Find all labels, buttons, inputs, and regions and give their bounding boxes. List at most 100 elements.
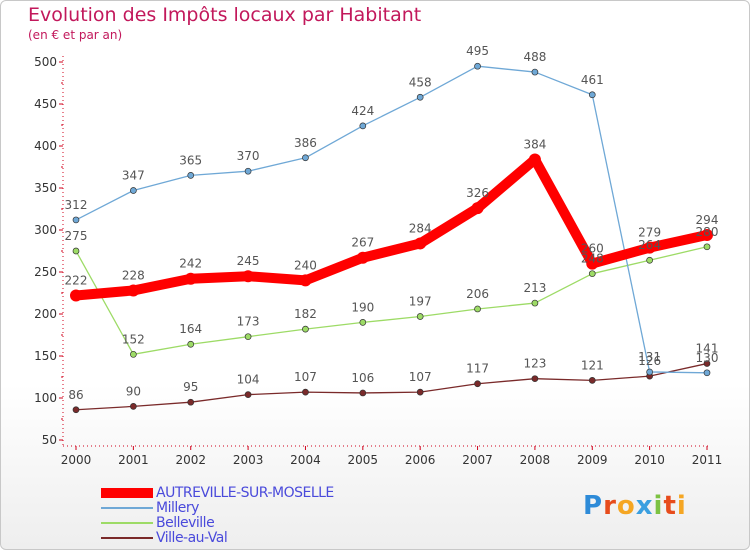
data-point-autreville-sur-moselle [356, 251, 369, 264]
logo-letter: t [663, 491, 677, 521]
legend-item: Ville-au-Val [101, 530, 361, 546]
data-label-millery: 131 [638, 350, 661, 364]
data-label-belleville: 190 [351, 300, 374, 314]
proxiti-logo: Proxiti [583, 491, 687, 521]
data-point-belleville [703, 243, 711, 251]
data-point-millery [359, 122, 367, 130]
y-tick-label: 50 [42, 433, 57, 447]
data-point-ville-au-val [531, 375, 539, 383]
data-point-ville-au-val [130, 403, 137, 410]
data-point-autreville-sur-moselle [299, 274, 312, 287]
x-tick-label: 2006 [405, 453, 436, 467]
data-point-autreville-sur-moselle [471, 202, 484, 215]
data-label-autreville-sur-moselle: 284 [409, 221, 432, 235]
legend-label: Belleville [156, 515, 215, 531]
data-point-belleville [416, 313, 424, 320]
data-label-belleville: 206 [466, 287, 489, 301]
legend-swatch [101, 507, 153, 509]
data-point-autreville-sur-moselle [242, 270, 255, 283]
data-point-ville-au-val [416, 388, 424, 396]
y-tick-label: 250 [34, 265, 57, 279]
data-label-autreville-sur-moselle: 279 [638, 226, 661, 240]
legend-label: Ville-au-Val [156, 530, 228, 546]
data-label-ville-au-val: 123 [523, 357, 546, 371]
data-point-millery [703, 369, 711, 377]
data-point-millery [474, 62, 481, 70]
x-tick-label: 2000 [61, 453, 92, 467]
data-point-belleville [244, 333, 252, 341]
data-label-ville-au-val: 141 [696, 342, 719, 356]
data-point-belleville [302, 325, 309, 333]
data-label-ville-au-val: 126 [638, 354, 661, 368]
data-label-belleville: 280 [696, 225, 719, 239]
logo-letter: P [583, 491, 604, 521]
data-point-ville-au-val [588, 377, 596, 384]
data-point-ville-au-val [359, 389, 367, 397]
data-label-autreville-sur-moselle: 242 [179, 257, 202, 271]
data-point-belleville [130, 350, 137, 358]
data-label-millery: 458 [409, 75, 432, 89]
data-point-belleville [359, 319, 367, 326]
data-point-ville-au-val [703, 360, 711, 367]
legend-label: Millery [156, 500, 199, 516]
legend-item: Belleville [101, 515, 361, 531]
data-label-belleville: 248 [581, 252, 604, 266]
y-tick-label: 150 [34, 349, 57, 363]
data-point-belleville [72, 247, 80, 255]
series-line-autreville-sur-moselle [71, 154, 712, 301]
data-point-millery [187, 172, 195, 179]
series-line-ville-au-val [75, 362, 708, 411]
legend-label: AUTREVILLE-SUR-MOSELLE [156, 485, 334, 501]
logo-letter: o [616, 491, 636, 521]
data-label-belleville: 264 [638, 238, 661, 252]
data-label-ville-au-val: 107 [409, 370, 432, 384]
data-point-millery [72, 216, 80, 224]
data-label-millery: 386 [294, 136, 317, 150]
data-label-belleville: 173 [237, 315, 260, 329]
data-label-millery: 488 [523, 50, 546, 64]
data-label-autreville-sur-moselle: 260 [581, 242, 604, 256]
data-point-millery [646, 368, 653, 376]
x-tick-label: 2003 [233, 453, 264, 467]
x-tick-label: 2008 [520, 453, 551, 467]
data-label-millery: 461 [581, 73, 604, 87]
data-point-millery [531, 68, 539, 76]
x-tick-label: 2011 [692, 453, 723, 467]
data-label-millery: 347 [122, 169, 145, 183]
legend-swatch [101, 488, 153, 498]
x-tick-label: 2004 [290, 453, 321, 467]
data-label-belleville: 164 [179, 322, 202, 336]
axes: 50 100 150 200 250 300 350 400 450 500 2000 2001 200… [34, 55, 722, 467]
data-label-autreville-sur-moselle: 222 [65, 274, 88, 288]
data-label-ville-au-val: 121 [581, 358, 604, 372]
data-point-ville-au-val [187, 398, 195, 406]
x-tick-label: 2010 [634, 453, 665, 467]
chart-title: Evolution des Impôts locaux par Habitant [28, 4, 422, 26]
data-point-belleville [187, 340, 195, 348]
legend-swatch [101, 522, 153, 524]
data-point-belleville [474, 305, 481, 313]
data-label-millery: 495 [466, 44, 489, 58]
data-point-belleville [646, 256, 653, 264]
data-label-autreville-sur-moselle: 384 [523, 137, 546, 151]
data-label-belleville: 275 [65, 229, 88, 243]
data-point-autreville-sur-moselle [586, 257, 599, 270]
data-point-ville-au-val [302, 388, 309, 396]
data-point-autreville-sur-moselle [701, 229, 713, 242]
data-label-millery: 370 [237, 149, 260, 163]
data-point-autreville-sur-moselle [414, 237, 427, 250]
chart-subtitle: (en € et par an) [28, 28, 123, 42]
data-label-autreville-sur-moselle: 240 [294, 258, 317, 272]
data-point-millery [244, 167, 252, 175]
y-tick-label: 450 [34, 97, 57, 111]
y-tick-label: 200 [34, 307, 57, 321]
data-point-ville-au-val [474, 380, 481, 388]
legend-item: AUTREVILLE-SUR-MOSELLE [101, 485, 361, 501]
data-label-belleville: 182 [294, 307, 317, 321]
data-label-ville-au-val: 86 [68, 388, 83, 402]
data-label-autreville-sur-moselle: 245 [237, 254, 260, 268]
legend-item: Millery [101, 500, 361, 516]
series-line-millery [75, 65, 708, 374]
